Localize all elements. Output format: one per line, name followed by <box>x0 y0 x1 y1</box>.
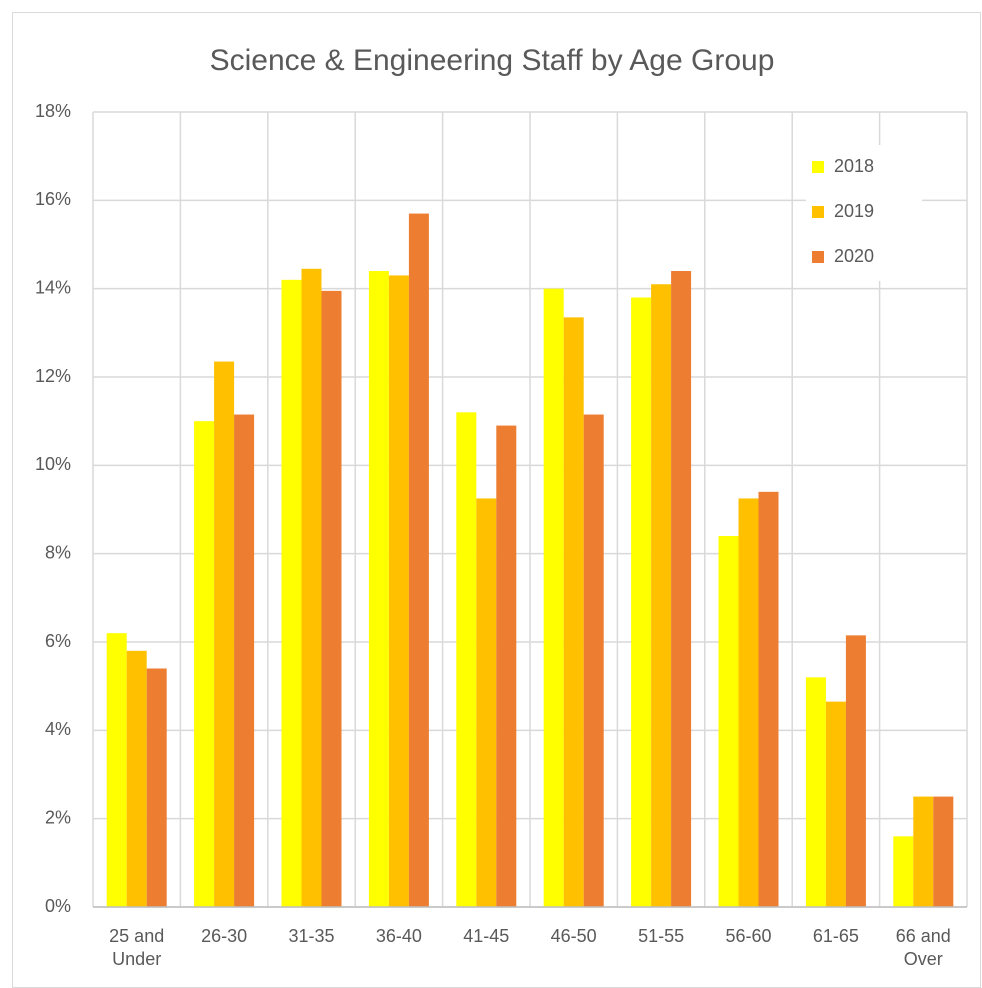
bar <box>933 796 954 907</box>
legend-swatch <box>812 161 824 173</box>
bar <box>368 271 389 907</box>
bar <box>496 425 517 907</box>
bar <box>388 275 409 908</box>
y-tick-label: 8% <box>45 542 71 562</box>
bar <box>146 668 167 907</box>
bar <box>456 412 477 907</box>
bar <box>893 836 914 907</box>
y-tick-label: 2% <box>45 807 71 827</box>
x-tick-label: 36-40 <box>375 926 422 946</box>
y-tick-label: 16% <box>35 189 71 209</box>
bar <box>718 536 739 907</box>
x-tick-label: 51-55 <box>638 926 685 946</box>
bar <box>321 290 342 907</box>
y-tick-label: 12% <box>35 366 71 386</box>
bar <box>738 498 759 907</box>
bar <box>845 635 866 907</box>
bar <box>631 297 652 907</box>
chart-title: Science & Engineering Staff by Age Group <box>210 44 775 77</box>
y-tick-label: 14% <box>35 277 71 297</box>
bar <box>583 414 604 907</box>
x-tick-label: 31-35 <box>288 926 335 946</box>
y-tick-label: 6% <box>45 631 71 651</box>
bar <box>106 633 127 907</box>
y-tick-label: 18% <box>35 101 71 121</box>
bar <box>301 268 322 908</box>
legend-background <box>806 145 922 281</box>
legend-label: 2020 <box>834 246 874 266</box>
x-tick-label: 26-30 <box>201 926 248 946</box>
bar <box>563 317 584 907</box>
y-tick-label: 10% <box>35 454 71 474</box>
bar <box>913 796 934 907</box>
bar <box>476 498 497 907</box>
x-tick-label: 41-45 <box>463 926 510 946</box>
bar <box>281 279 302 907</box>
bar <box>671 271 692 907</box>
bar <box>758 491 779 907</box>
legend-swatch <box>812 206 824 218</box>
bar <box>543 288 564 908</box>
x-tick-label: 56-60 <box>725 926 772 946</box>
x-tick-label: 66 and Over <box>895 926 951 969</box>
bar <box>651 284 672 907</box>
y-tick-label: 0% <box>45 896 71 916</box>
x-tick-label: 46-50 <box>550 926 597 946</box>
bar <box>825 701 846 907</box>
x-tick-label: 25 and Under <box>109 926 165 969</box>
bar <box>805 677 826 907</box>
bar <box>194 421 215 907</box>
bar <box>214 361 235 908</box>
bar <box>408 213 429 908</box>
x-tick-label: 61-65 <box>812 926 859 946</box>
legend-label: 2018 <box>834 156 874 176</box>
bar <box>234 414 255 907</box>
legend-label: 2019 <box>834 201 874 221</box>
legend-swatch <box>812 251 824 263</box>
bar <box>126 650 147 907</box>
y-tick-label: 4% <box>45 719 71 739</box>
